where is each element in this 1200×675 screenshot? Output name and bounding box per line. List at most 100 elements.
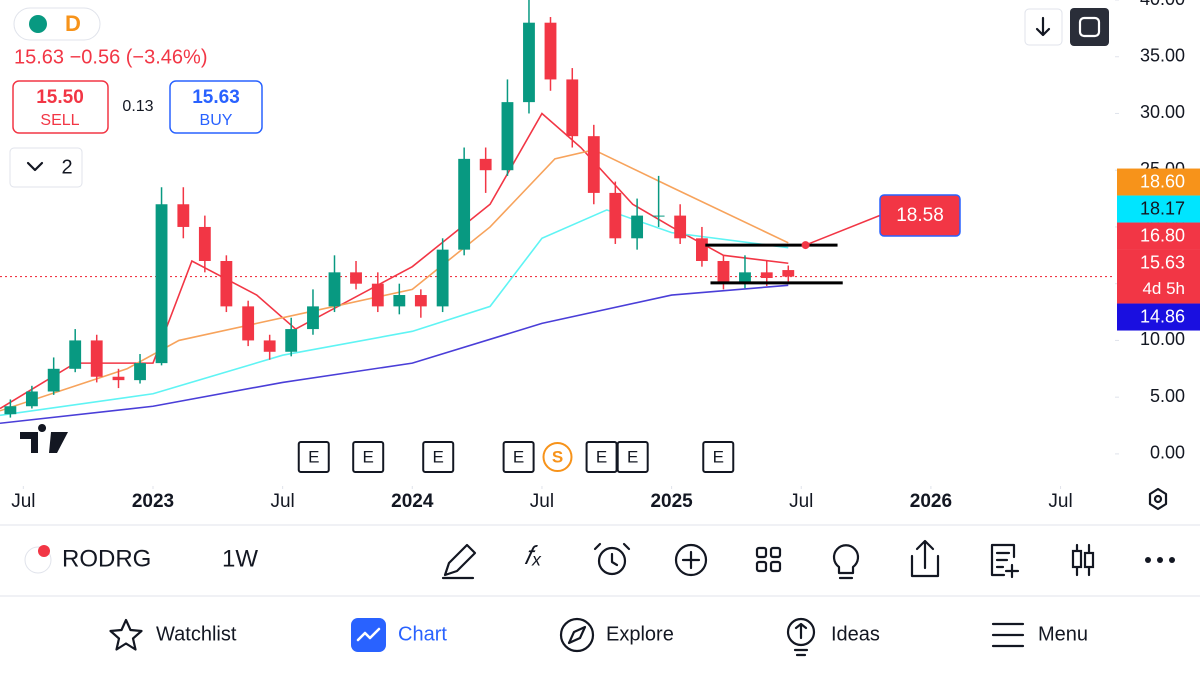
layout-icon-3 xyxy=(755,560,768,573)
nav-ideas[interactable]: Ideas xyxy=(831,623,880,645)
candle-body xyxy=(47,368,60,392)
nav-menu[interactable]: Menu xyxy=(1038,623,1088,645)
moving-average xyxy=(0,112,789,410)
nav-explore[interactable]: Explore xyxy=(606,623,674,645)
earnings-label: E xyxy=(713,447,724,466)
x-tick-label: Jul xyxy=(530,491,554,512)
layout-icon-4 xyxy=(769,560,782,573)
candle-body xyxy=(414,295,427,307)
candle-body xyxy=(760,272,773,279)
watchlist-icon[interactable] xyxy=(109,618,143,651)
candle-body xyxy=(652,215,665,217)
settings-icon[interactable] xyxy=(1148,487,1168,511)
price-tag xyxy=(1117,303,1200,331)
fullscreen-icon xyxy=(1078,16,1101,38)
candle-body xyxy=(479,158,492,171)
candle-body xyxy=(25,391,38,407)
add-icon[interactable] xyxy=(674,543,708,577)
share-icon[interactable] xyxy=(910,539,940,578)
candle-body xyxy=(523,22,535,103)
sell-button[interactable] xyxy=(12,80,109,134)
nav-watchlist[interactable]: Watchlist xyxy=(156,623,237,645)
x-tick-label: 2025 xyxy=(650,491,693,512)
x-tick-label: 2026 xyxy=(910,491,952,512)
moving-average xyxy=(0,284,789,425)
nav-chart[interactable]: Chart xyxy=(398,623,447,645)
earnings-marker[interactable] xyxy=(585,441,618,473)
explore-icon[interactable] xyxy=(559,617,595,653)
y-tick-label: 30.00 xyxy=(1140,102,1185,122)
candle-body xyxy=(177,204,190,227)
candle-body xyxy=(69,340,82,369)
price-change: 15.63 −0.56 (−3.46%) xyxy=(14,46,207,68)
candle-body xyxy=(739,272,751,284)
candle-body xyxy=(263,340,276,352)
x-tick-label: Jul xyxy=(789,491,813,512)
x-tick-label: Jul xyxy=(11,491,35,512)
earnings-marker[interactable] xyxy=(352,441,385,473)
earnings-marker[interactable] xyxy=(702,441,735,473)
x-tick-label: 2023 xyxy=(132,491,174,512)
indicators-toggle[interactable] xyxy=(9,147,83,188)
price-tag-label: 14.86 xyxy=(1140,306,1185,326)
earnings-marker[interactable] xyxy=(422,441,455,473)
candle-body xyxy=(220,260,233,307)
bottom-nav: Watchlist Chart Explore Ideas Menu xyxy=(109,617,1088,657)
price-tag-label: 18.60 xyxy=(1140,171,1185,191)
more-dot xyxy=(1169,557,1175,563)
earnings-label: E xyxy=(433,447,444,466)
interval[interactable]: 1W xyxy=(222,545,258,572)
earnings-marker[interactable] xyxy=(616,441,649,473)
buy-button[interactable] xyxy=(169,80,263,134)
candle-body xyxy=(285,329,298,352)
x-tick-label: Jul xyxy=(270,491,294,512)
earnings-marker[interactable] xyxy=(297,441,330,473)
tv-logo xyxy=(20,424,68,453)
fullscreen-button[interactable] xyxy=(1070,8,1109,46)
price-tag-label: 15.63 xyxy=(1140,252,1185,272)
buy-label: BUY xyxy=(200,112,233,129)
candle-body xyxy=(609,192,622,239)
sell-price: 15.50 xyxy=(36,87,84,108)
earnings-label: E xyxy=(596,447,607,466)
candle-body xyxy=(544,22,557,80)
symbol[interactable]: RODRG xyxy=(62,545,151,572)
candle-body xyxy=(198,226,211,261)
callout-box xyxy=(879,194,961,237)
ideas-icon[interactable] xyxy=(786,617,816,647)
add-note-icon[interactable] xyxy=(990,543,1020,579)
layout-icon[interactable] xyxy=(755,546,768,559)
candle-body xyxy=(134,363,146,381)
x-tick-label: 2024 xyxy=(391,491,434,512)
draw-icon[interactable] xyxy=(441,543,477,580)
spread: 0.13 xyxy=(122,98,153,115)
compass-needle xyxy=(567,625,587,645)
earnings-label: E xyxy=(513,447,524,466)
sell-label: SELL xyxy=(40,112,79,129)
alert-icon[interactable] xyxy=(597,546,627,576)
delay-flag: D xyxy=(65,11,81,36)
price-tag xyxy=(1117,249,1200,304)
idea-icon[interactable] xyxy=(832,544,860,580)
fx-icon[interactable]: 𝑓ₓ xyxy=(524,540,542,570)
earnings-label: E xyxy=(308,447,319,466)
buy-price: 15.63 xyxy=(192,87,240,108)
chart-icon-line xyxy=(356,627,381,642)
candle-body xyxy=(631,215,644,239)
callout-anchor xyxy=(801,241,810,250)
down-arrow-icon xyxy=(1035,16,1051,37)
moving-average xyxy=(0,209,789,417)
callout-line xyxy=(805,214,882,246)
y-tick-label: 10.00 xyxy=(1140,329,1185,349)
dividend-label: S xyxy=(552,447,563,466)
callout-label: 18.58 xyxy=(896,205,944,226)
more-dot[interactable] xyxy=(1145,557,1151,563)
dividend-marker[interactable] xyxy=(542,442,573,472)
price-tag xyxy=(1117,168,1200,196)
candle-body xyxy=(307,306,319,330)
price-tag-label: 18.17 xyxy=(1140,198,1185,218)
earnings-marker[interactable] xyxy=(502,441,535,473)
candle-icon-2 xyxy=(1083,551,1095,569)
menu-icon[interactable] xyxy=(991,622,1025,648)
